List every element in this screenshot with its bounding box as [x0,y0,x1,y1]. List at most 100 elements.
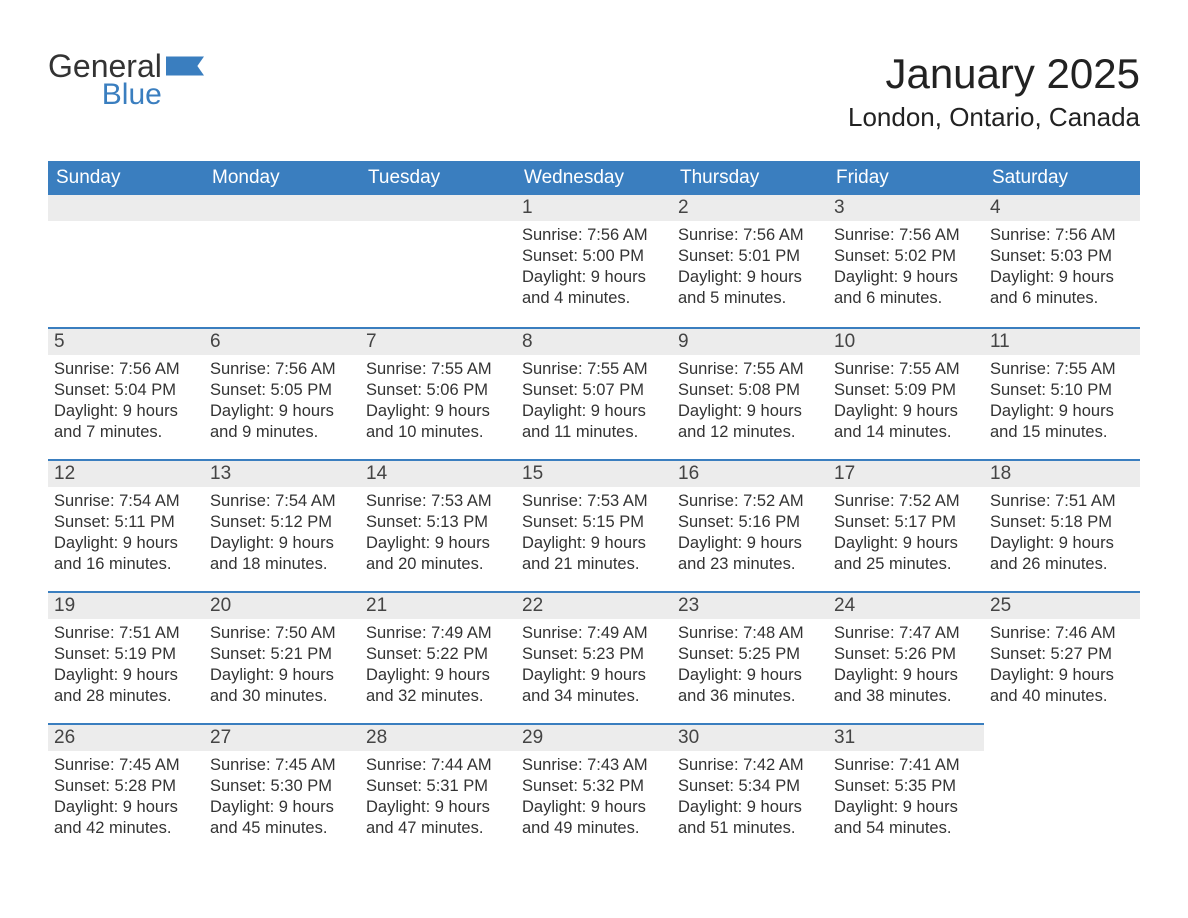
daylight-line: Daylight: 9 hours and 25 minutes. [834,533,978,575]
sunrise-line: Sunrise: 7:54 AM [210,491,354,512]
sunrise-line: Sunrise: 7:52 AM [678,491,822,512]
sunrise-line: Sunrise: 7:55 AM [990,359,1134,380]
sunset-line: Sunset: 5:26 PM [834,644,978,665]
sunrise-line: Sunrise: 7:51 AM [54,623,198,644]
sunrise-line: Sunrise: 7:54 AM [54,491,198,512]
daylight-line: Daylight: 9 hours and 7 minutes. [54,401,198,443]
sunset-line: Sunset: 5:04 PM [54,380,198,401]
sunrise-line: Sunrise: 7:55 AM [522,359,666,380]
calendar-cell: 4Sunrise: 7:56 AMSunset: 5:03 PMDaylight… [984,195,1140,327]
day-body: Sunrise: 7:55 AMSunset: 5:06 PMDaylight:… [360,355,516,447]
day-body: Sunrise: 7:52 AMSunset: 5:17 PMDaylight:… [828,487,984,579]
day-body: Sunrise: 7:50 AMSunset: 5:21 PMDaylight:… [204,619,360,711]
daylight-line: Daylight: 9 hours and 51 minutes. [678,797,822,839]
day-body: Sunrise: 7:54 AMSunset: 5:12 PMDaylight:… [204,487,360,579]
calendar-cell: 15Sunrise: 7:53 AMSunset: 5:15 PMDayligh… [516,459,672,591]
day-number-empty [984,723,1140,749]
day-number: 16 [672,459,828,487]
calendar-cell: 8Sunrise: 7:55 AMSunset: 5:07 PMDaylight… [516,327,672,459]
day-body: Sunrise: 7:55 AMSunset: 5:10 PMDaylight:… [984,355,1140,447]
sunset-line: Sunset: 5:28 PM [54,776,198,797]
day-number-empty [360,195,516,221]
sunrise-line: Sunrise: 7:51 AM [990,491,1134,512]
sunrise-line: Sunrise: 7:41 AM [834,755,978,776]
sunrise-line: Sunrise: 7:45 AM [54,755,198,776]
calendar-cell: 6Sunrise: 7:56 AMSunset: 5:05 PMDaylight… [204,327,360,459]
daylight-line: Daylight: 9 hours and 6 minutes. [990,267,1134,309]
day-body: Sunrise: 7:55 AMSunset: 5:09 PMDaylight:… [828,355,984,447]
sunrise-line: Sunrise: 7:53 AM [522,491,666,512]
calendar-cell: 29Sunrise: 7:43 AMSunset: 5:32 PMDayligh… [516,723,672,855]
day-number: 13 [204,459,360,487]
day-body: Sunrise: 7:45 AMSunset: 5:28 PMDaylight:… [48,751,204,843]
day-number: 21 [360,591,516,619]
daylight-line: Daylight: 9 hours and 42 minutes. [54,797,198,839]
calendar-cell: 12Sunrise: 7:54 AMSunset: 5:11 PMDayligh… [48,459,204,591]
calendar-cell: 22Sunrise: 7:49 AMSunset: 5:23 PMDayligh… [516,591,672,723]
sunrise-line: Sunrise: 7:56 AM [834,225,978,246]
sunrise-line: Sunrise: 7:45 AM [210,755,354,776]
sunset-line: Sunset: 5:12 PM [210,512,354,533]
day-body: Sunrise: 7:47 AMSunset: 5:26 PMDaylight:… [828,619,984,711]
day-number: 6 [204,327,360,355]
day-body: Sunrise: 7:55 AMSunset: 5:07 PMDaylight:… [516,355,672,447]
day-number: 20 [204,591,360,619]
day-number: 4 [984,195,1140,221]
day-number: 18 [984,459,1140,487]
day-number: 29 [516,723,672,751]
sunrise-line: Sunrise: 7:47 AM [834,623,978,644]
title-block: January 2025 London, Ontario, Canada [848,50,1140,133]
sunset-line: Sunset: 5:09 PM [834,380,978,401]
calendar-cell [204,195,360,327]
day-number: 30 [672,723,828,751]
calendar-cell: 3Sunrise: 7:56 AMSunset: 5:02 PMDaylight… [828,195,984,327]
calendar-cell: 9Sunrise: 7:55 AMSunset: 5:08 PMDaylight… [672,327,828,459]
day-number-empty [204,195,360,221]
calendar-cell: 7Sunrise: 7:55 AMSunset: 5:06 PMDaylight… [360,327,516,459]
day-body: Sunrise: 7:51 AMSunset: 5:19 PMDaylight:… [48,619,204,711]
calendar-cell: 19Sunrise: 7:51 AMSunset: 5:19 PMDayligh… [48,591,204,723]
logo-text-bottom: Blue [48,80,162,110]
day-body: Sunrise: 7:46 AMSunset: 5:27 PMDaylight:… [984,619,1140,711]
sunrise-line: Sunrise: 7:49 AM [366,623,510,644]
daylight-line: Daylight: 9 hours and 10 minutes. [366,401,510,443]
month-title: January 2025 [848,50,1140,98]
sunrise-line: Sunrise: 7:48 AM [678,623,822,644]
calendar-cell: 28Sunrise: 7:44 AMSunset: 5:31 PMDayligh… [360,723,516,855]
day-number: 31 [828,723,984,751]
day-number: 14 [360,459,516,487]
sunset-line: Sunset: 5:02 PM [834,246,978,267]
daylight-line: Daylight: 9 hours and 26 minutes. [990,533,1134,575]
day-number: 1 [516,195,672,221]
sunset-line: Sunset: 5:01 PM [678,246,822,267]
weekday-header: Monday [204,161,360,195]
day-number: 9 [672,327,828,355]
daylight-line: Daylight: 9 hours and 49 minutes. [522,797,666,839]
sunset-line: Sunset: 5:05 PM [210,380,354,401]
daylight-line: Daylight: 9 hours and 21 minutes. [522,533,666,575]
day-number: 8 [516,327,672,355]
daylight-line: Daylight: 9 hours and 45 minutes. [210,797,354,839]
sunrise-line: Sunrise: 7:49 AM [522,623,666,644]
sunset-line: Sunset: 5:30 PM [210,776,354,797]
calendar-cell: 13Sunrise: 7:54 AMSunset: 5:12 PMDayligh… [204,459,360,591]
calendar-cell: 17Sunrise: 7:52 AMSunset: 5:17 PMDayligh… [828,459,984,591]
day-body: Sunrise: 7:49 AMSunset: 5:22 PMDaylight:… [360,619,516,711]
calendar-cell: 5Sunrise: 7:56 AMSunset: 5:04 PMDaylight… [48,327,204,459]
sunrise-line: Sunrise: 7:55 AM [366,359,510,380]
sunset-line: Sunset: 5:16 PM [678,512,822,533]
day-body: Sunrise: 7:56 AMSunset: 5:02 PMDaylight:… [828,221,984,313]
sunrise-line: Sunrise: 7:43 AM [522,755,666,776]
daylight-line: Daylight: 9 hours and 11 minutes. [522,401,666,443]
sunrise-line: Sunrise: 7:44 AM [366,755,510,776]
sunset-line: Sunset: 5:11 PM [54,512,198,533]
sunrise-line: Sunrise: 7:56 AM [678,225,822,246]
daylight-line: Daylight: 9 hours and 12 minutes. [678,401,822,443]
day-body: Sunrise: 7:56 AMSunset: 5:05 PMDaylight:… [204,355,360,447]
calendar-cell: 10Sunrise: 7:55 AMSunset: 5:09 PMDayligh… [828,327,984,459]
calendar-cell: 27Sunrise: 7:45 AMSunset: 5:30 PMDayligh… [204,723,360,855]
daylight-line: Daylight: 9 hours and 4 minutes. [522,267,666,309]
day-body: Sunrise: 7:45 AMSunset: 5:30 PMDaylight:… [204,751,360,843]
location: London, Ontario, Canada [848,102,1140,133]
logo-text: General Blue [48,50,162,110]
